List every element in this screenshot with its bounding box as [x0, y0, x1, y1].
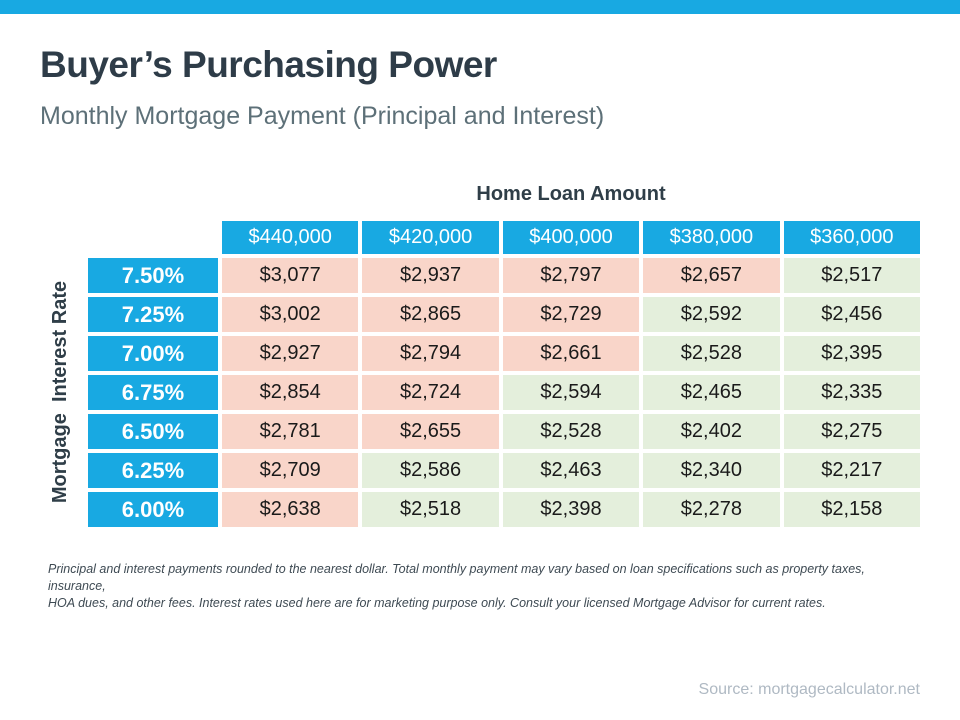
payment-cell: $2,528: [643, 336, 780, 371]
payment-cell: $2,657: [643, 258, 780, 293]
payment-cell: $2,781: [222, 414, 359, 449]
payment-cell: $2,937: [362, 258, 499, 293]
payment-cell: $2,865: [362, 297, 499, 332]
payment-cell: $2,724: [362, 375, 499, 410]
loan-amount-header-cell: $380,000: [643, 221, 780, 254]
payment-cell: $2,797: [502, 258, 640, 293]
payment-cell: $2,655: [362, 414, 499, 449]
payment-cell: $2,528: [502, 414, 640, 449]
loan-amount-header-cell: $360,000: [783, 221, 920, 254]
payment-cell: $2,465: [643, 375, 780, 410]
payment-cell: $2,275: [783, 414, 920, 449]
interest-rate-cell: 7.25%: [88, 297, 218, 332]
payment-cell: $3,077: [222, 258, 359, 293]
disclaimer-text: Principal and interest payments rounded …: [48, 561, 920, 612]
payment-cell: $2,854: [222, 375, 359, 410]
source-attribution: Source: mortgagecalculator.net: [698, 681, 920, 698]
payment-cell: $2,709: [222, 453, 359, 488]
payment-cell: $2,729: [502, 297, 640, 332]
payment-table: $440,000 $420,000 $400,000 $380,000 $360…: [88, 221, 920, 527]
interest-rate-cell: 6.75%: [88, 375, 218, 410]
payment-cell: $2,217: [783, 453, 920, 488]
payment-cell: $2,398: [502, 492, 640, 527]
corner-cell: [88, 221, 218, 254]
page-subtitle: Monthly Mortgage Payment (Principal and …: [40, 102, 605, 130]
loan-amount-header-cell: $440,000: [222, 221, 359, 254]
payment-cell: $2,638: [222, 492, 359, 527]
payment-cell: $2,592: [643, 297, 780, 332]
payment-cell: $2,518: [362, 492, 499, 527]
payment-cell: $2,335: [783, 375, 920, 410]
payment-cell: $2,661: [502, 336, 640, 371]
payment-cell: $2,456: [783, 297, 920, 332]
payment-cell: $2,517: [783, 258, 920, 293]
interest-rate-cell: 7.50%: [88, 258, 218, 293]
disclaimer-line-1: Principal and interest payments rounded …: [48, 562, 872, 593]
interest-rate-cell: 6.25%: [88, 453, 218, 488]
payment-cell: $2,395: [783, 336, 920, 371]
top-accent-bar: [0, 0, 960, 14]
payment-cell: $2,463: [502, 453, 640, 488]
loan-amount-header-cell: $420,000: [362, 221, 499, 254]
payment-cell: $2,794: [362, 336, 499, 371]
loan-amount-header-cell: $400,000: [502, 221, 640, 254]
interest-rate-cell: 6.00%: [88, 492, 218, 527]
page-title: Buyer’s Purchasing Power: [40, 44, 497, 85]
payment-cell: $2,158: [783, 492, 920, 527]
payment-cell: $2,927: [222, 336, 359, 371]
payment-cell: $2,340: [643, 453, 780, 488]
payment-cell: $2,586: [362, 453, 499, 488]
interest-rate-cell: 6.50%: [88, 414, 218, 449]
row-group-label: Mortgage Interest Rate: [49, 280, 71, 504]
payment-cell: $2,402: [643, 414, 780, 449]
disclaimer-line-2: HOA dues, and other fees. Interest rates…: [48, 596, 826, 610]
column-group-label: Home Loan Amount: [476, 183, 666, 205]
payment-cell: $2,278: [643, 492, 780, 527]
interest-rate-cell: 7.00%: [88, 336, 218, 371]
payment-cell: $3,002: [222, 297, 359, 332]
payment-cell: $2,594: [502, 375, 640, 410]
